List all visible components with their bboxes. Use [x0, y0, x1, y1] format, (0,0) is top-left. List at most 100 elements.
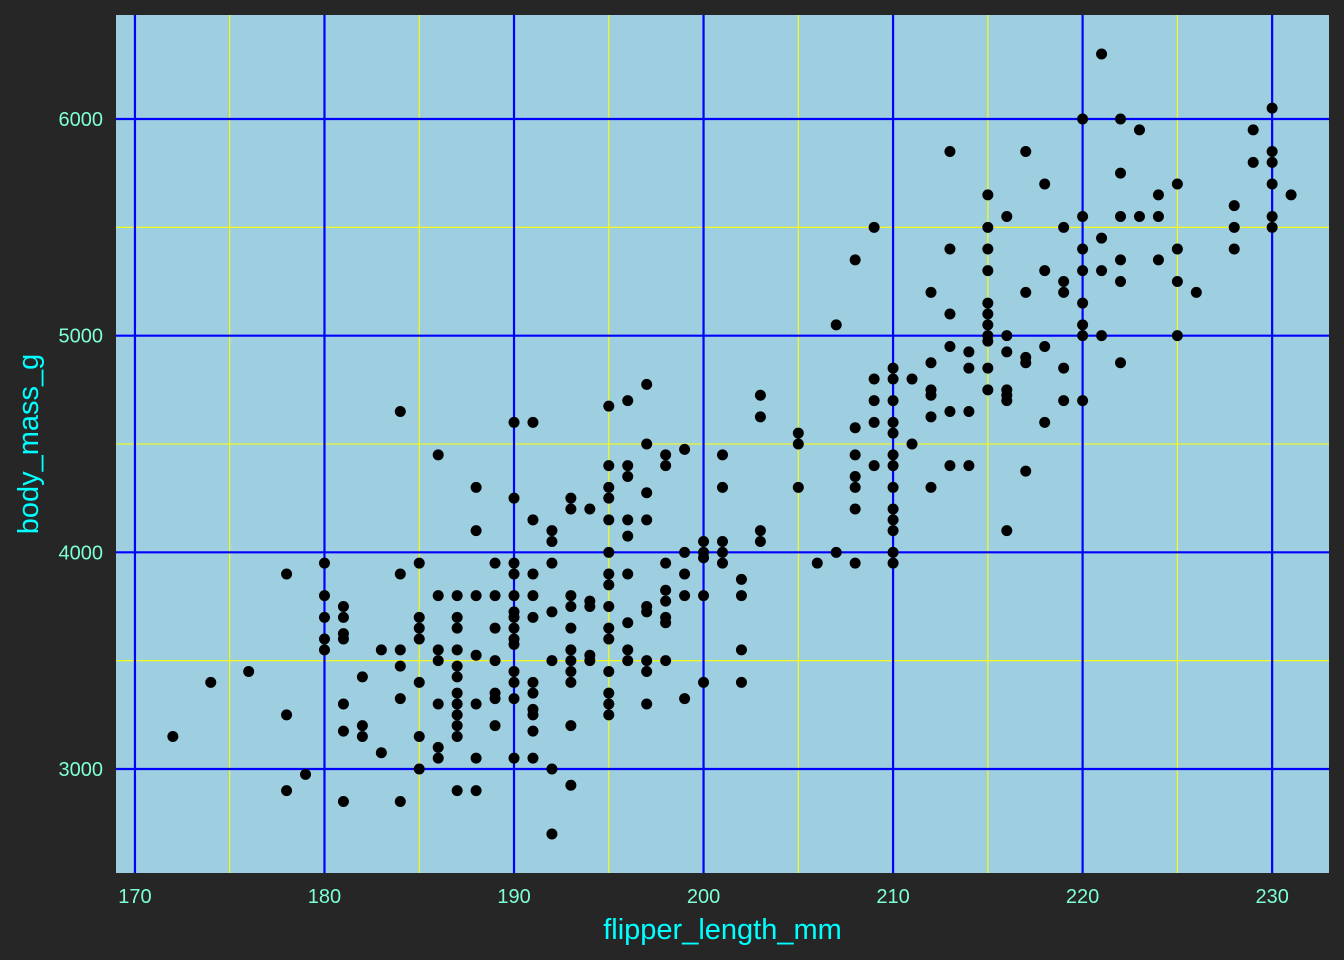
data-point	[1058, 221, 1070, 233]
data-point	[300, 768, 312, 780]
y-tick-label: 3000	[59, 759, 104, 781]
data-point	[337, 698, 349, 710]
data-point	[508, 676, 520, 688]
data-point	[451, 720, 463, 732]
data-point	[1228, 243, 1240, 255]
data-point	[337, 796, 349, 807]
data-point	[735, 573, 747, 585]
data-point	[944, 146, 956, 157]
data-point	[641, 698, 653, 710]
data-point	[1058, 395, 1070, 407]
data-point	[394, 644, 406, 656]
data-point	[925, 481, 937, 493]
data-point	[887, 557, 899, 569]
data-point	[565, 779, 577, 791]
data-point	[470, 590, 482, 602]
data-point	[717, 546, 728, 558]
data-point	[243, 666, 255, 677]
data-point	[641, 487, 653, 499]
data-point	[1247, 156, 1259, 168]
data-point	[318, 611, 330, 623]
data-point	[584, 503, 596, 515]
data-point	[641, 606, 653, 618]
data-point	[603, 601, 615, 612]
data-point	[451, 622, 463, 634]
data-point	[792, 481, 804, 493]
data-point	[1096, 48, 1108, 60]
data-point	[698, 552, 710, 564]
data-point	[982, 221, 994, 233]
data-point	[622, 460, 634, 472]
data-point	[982, 189, 994, 201]
data-point	[811, 557, 823, 569]
data-point	[432, 644, 444, 656]
data-point	[622, 644, 634, 656]
data-point	[1115, 113, 1127, 125]
data-point	[375, 644, 387, 656]
data-point	[982, 308, 994, 320]
data-point	[868, 373, 880, 385]
data-point	[1020, 286, 1032, 298]
y-axis-title: body_mass_g	[13, 354, 45, 535]
data-point	[451, 671, 463, 683]
data-point	[1077, 243, 1089, 255]
y-axis-tick-labels: 3000 4000 5000 6000	[59, 109, 104, 781]
x-tick-label: 200	[687, 886, 720, 908]
data-point	[565, 601, 577, 612]
data-point	[432, 752, 444, 764]
data-point	[887, 427, 899, 439]
data-point	[1190, 286, 1202, 298]
data-point	[849, 557, 861, 569]
data-point	[679, 693, 691, 705]
data-point	[508, 622, 520, 634]
data-point	[622, 617, 634, 629]
data-point	[356, 671, 368, 683]
data-point	[603, 666, 615, 677]
data-point	[451, 660, 463, 672]
data-point	[356, 720, 368, 732]
data-point	[603, 492, 615, 504]
data-point	[546, 525, 558, 537]
y-tick-label: 6000	[59, 109, 104, 131]
data-point	[830, 319, 842, 331]
data-point	[830, 546, 842, 558]
data-point	[281, 785, 293, 797]
data-point	[603, 687, 615, 699]
data-point	[451, 709, 463, 721]
data-point	[887, 503, 899, 515]
x-tick-label: 210	[876, 886, 909, 908]
data-point	[925, 286, 937, 298]
data-point	[318, 590, 330, 602]
data-points	[167, 48, 1297, 840]
data-point	[565, 655, 577, 667]
data-point	[508, 752, 520, 764]
data-point	[527, 725, 539, 737]
data-point	[413, 763, 425, 775]
data-point	[1001, 211, 1013, 222]
data-point	[527, 687, 539, 699]
data-point	[1001, 525, 1013, 537]
data-point	[982, 335, 994, 347]
data-point	[887, 449, 899, 461]
data-point	[1152, 211, 1164, 222]
data-point	[413, 731, 425, 742]
data-point	[470, 525, 482, 537]
data-point	[470, 649, 482, 661]
data-point	[527, 568, 539, 580]
data-point	[963, 406, 975, 417]
data-point	[356, 731, 368, 742]
data-point	[868, 416, 880, 428]
data-point	[660, 557, 672, 569]
data-point	[1077, 297, 1089, 309]
data-point	[546, 763, 558, 775]
data-point	[527, 709, 539, 721]
data-point	[584, 655, 596, 667]
data-point	[565, 590, 577, 602]
data-point	[679, 590, 691, 602]
major-gridlines	[116, 15, 1329, 873]
data-point	[489, 622, 501, 634]
data-point	[754, 536, 766, 547]
data-point	[717, 449, 728, 461]
data-point	[489, 655, 501, 667]
